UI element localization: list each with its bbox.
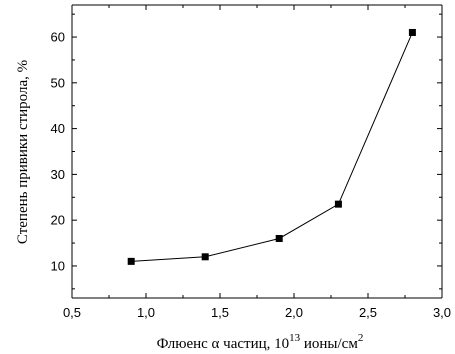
data-point — [201, 253, 209, 261]
y-tick-label: 10 — [51, 258, 65, 273]
data-point — [275, 234, 283, 242]
x-tick-label: 3,0 — [433, 305, 451, 320]
y-tick-label: 60 — [51, 30, 65, 45]
x-ticks: 0,5 1,0 1,5 2,0 2,5 3,0 — [63, 5, 451, 320]
series-line — [131, 32, 413, 262]
x-tick-label: 1,5 — [211, 305, 229, 320]
y-tick-label: 20 — [51, 213, 65, 228]
y-axis-title: Степень привики стирола, % — [15, 60, 31, 244]
data-point — [127, 257, 135, 265]
plot-area — [71, 4, 443, 299]
x-axis-title-main: Флюенс α частиц, 10 — [157, 336, 289, 352]
series — [127, 28, 416, 265]
x-axis-title-unit-exp: 2 — [358, 332, 364, 344]
y-tick-label: 50 — [51, 75, 65, 90]
data-point — [408, 28, 416, 36]
y-tick-label: 30 — [51, 167, 65, 182]
x-axis-title: Флюенс α частиц, 1013 ионы/см2 — [157, 332, 364, 352]
x-tick-label: 2,0 — [285, 305, 303, 320]
x-tick-label: 0,5 — [63, 305, 81, 320]
x-axis-title-exp: 13 — [289, 332, 301, 344]
y-ticks: 10 20 30 40 50 60 — [51, 13, 442, 290]
y-tick-label: 40 — [51, 121, 65, 136]
x-axis-title-unit: ионы/см — [300, 336, 358, 352]
x-tick-label: 2,5 — [359, 305, 377, 320]
x-tick-label: 1,0 — [137, 305, 155, 320]
data-point — [334, 200, 342, 208]
